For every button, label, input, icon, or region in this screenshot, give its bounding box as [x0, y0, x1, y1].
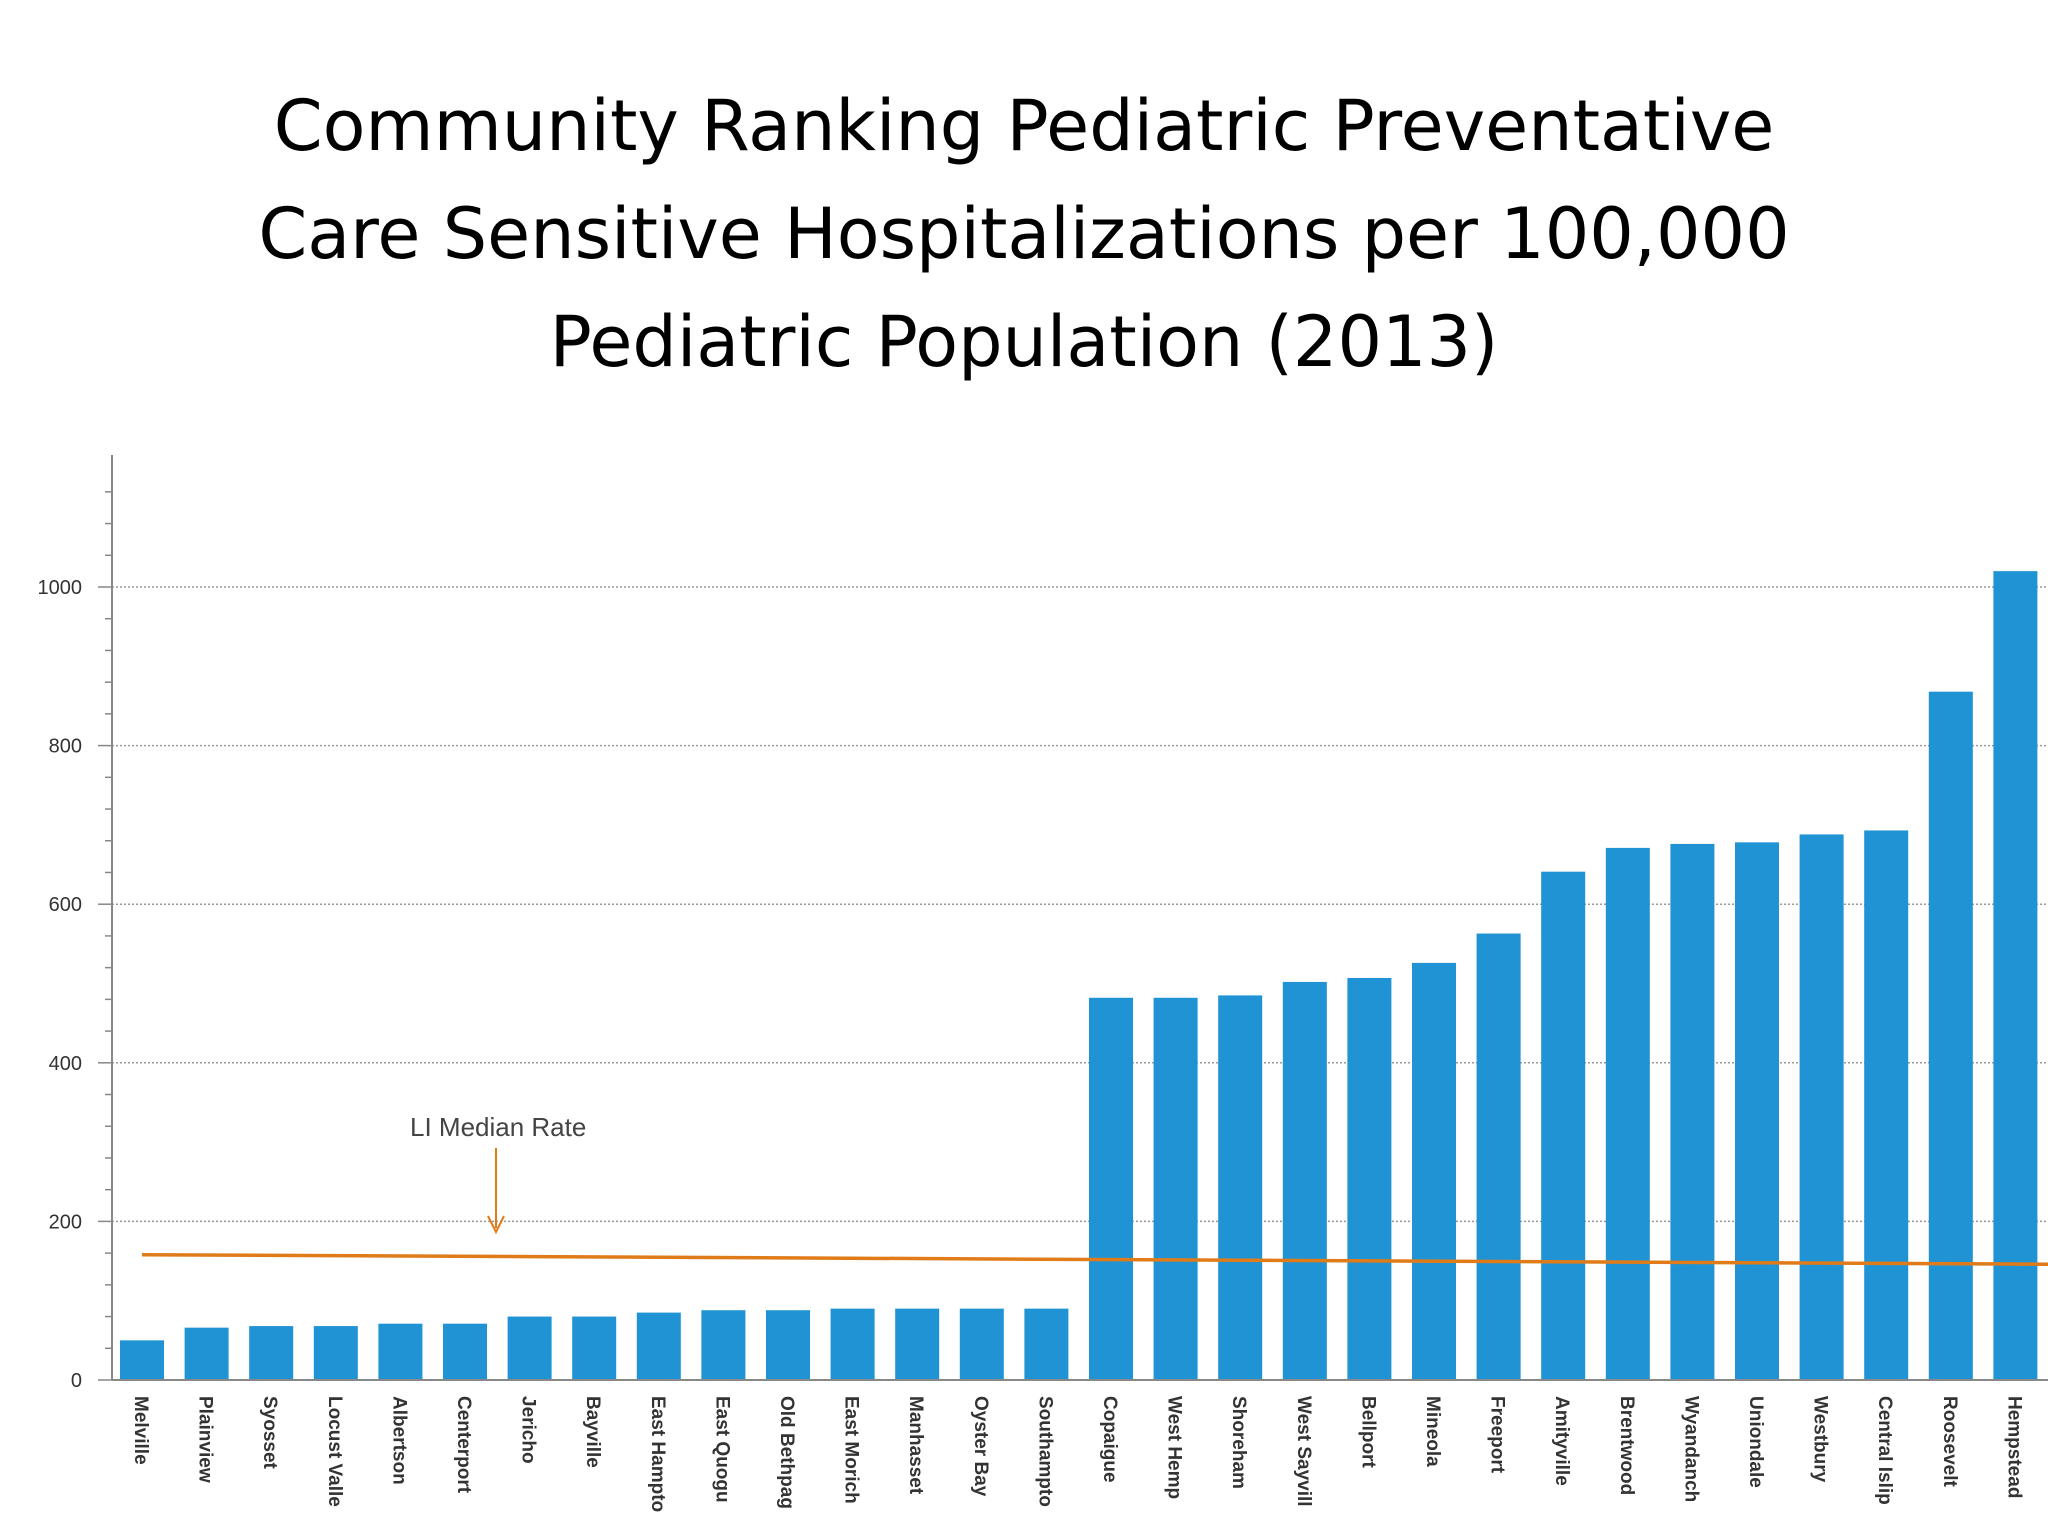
x-tick-label: East Morich: [841, 1396, 862, 1504]
x-tick-label: Hempstead: [2003, 1396, 2024, 1498]
title-line-1: Community Ranking Pediatric Preventative: [273, 85, 1775, 167]
x-tick-label: Brentwood: [1616, 1396, 1637, 1495]
x-tick-label: Uniondale: [1745, 1396, 1766, 1488]
bar-east-hampto: [636, 1312, 681, 1380]
y-tick-label-400: 400: [49, 1053, 82, 1075]
bar-chart: 0 200 400 600 800 1000 LI Median Rate Melvill…: [38, 455, 2048, 1512]
bar-east-morich: [830, 1308, 875, 1380]
bar-hempstead: [1993, 571, 2038, 1380]
bar-roosevelt: [1928, 691, 1973, 1380]
x-tick-label: Roosevelt: [1939, 1396, 1960, 1487]
bar-albertson: [378, 1323, 423, 1380]
bar-melville: [120, 1340, 164, 1380]
median-arrow-head: [487, 1215, 505, 1235]
x-tick-label: Syosset: [259, 1396, 280, 1470]
gridlines: [112, 586, 2048, 1223]
x-tick-label: West Sayvill: [1293, 1396, 1314, 1507]
x-tick-label: Central Islip: [1874, 1396, 1895, 1505]
x-tick-label: Jericho: [518, 1396, 539, 1464]
y-tick-label-600: 600: [49, 894, 82, 916]
bar-freeport: [1476, 933, 1521, 1380]
x-tick-label: Albertson: [388, 1396, 409, 1485]
median-rate-line: [141, 1252, 2048, 1266]
bar-central-islip: [1864, 830, 1909, 1380]
x-tick-label: Bayville: [582, 1396, 603, 1468]
y-tick-label-200: 200: [49, 1211, 82, 1233]
bar-mineola: [1412, 962, 1456, 1380]
y-axis-minor-ticks: [98, 491, 112, 1381]
x-tick-label: Centerport: [453, 1396, 474, 1494]
x-tick-label: Plainview: [195, 1396, 216, 1483]
x-tick-label: Manhasset: [905, 1396, 926, 1495]
x-tick-label: Freeport: [1487, 1396, 1508, 1474]
x-tick-label: East Quogu: [711, 1396, 732, 1503]
bar-manhasset: [895, 1308, 940, 1380]
bar-bellport: [1347, 977, 1392, 1380]
x-tick-label: Shoreham: [1228, 1396, 1249, 1489]
x-tick-label: Wyandanch: [1680, 1396, 1701, 1502]
bar-westbury: [1799, 834, 1844, 1380]
median-reference: LI Median Rate: [141, 1112, 2048, 1266]
x-tick-label: Westbury: [1810, 1396, 1831, 1483]
x-tick-label: West Hemp: [1164, 1396, 1185, 1499]
bar-jericho: [507, 1316, 552, 1380]
y-tick-label-1000: 1000: [38, 577, 83, 599]
x-tick-label: Oyster Bay: [970, 1396, 991, 1497]
y-axis-tick-labels: 0 200 400 600 800 1000: [38, 577, 83, 1392]
bar-oyster-bay: [959, 1308, 1004, 1380]
y-tick-label-0: 0: [71, 1370, 82, 1392]
bar-bayville: [572, 1316, 617, 1380]
x-tick-label: Bellport: [1357, 1396, 1378, 1468]
bar-copaigue: [1089, 997, 1133, 1380]
x-tick-label: Amityville: [1551, 1396, 1572, 1486]
bar-uniondale: [1735, 842, 1779, 1380]
bar-southampto: [1024, 1308, 1069, 1380]
chart-title: Community Ranking Pediatric Preventative…: [0, 72, 2048, 396]
bar-locust-valle: [313, 1326, 358, 1380]
bar-brentwood: [1605, 847, 1650, 1380]
x-tick-label: Melville: [130, 1396, 151, 1465]
bar-syosset: [249, 1326, 294, 1380]
bar-wyandanch: [1670, 843, 1715, 1380]
bar-plainview: [184, 1327, 229, 1380]
title-line-3: Pediatric Population (2013): [549, 301, 1499, 383]
bar-amityville: [1541, 871, 1586, 1380]
bar-west-sayvill: [1282, 981, 1327, 1380]
bar-old-bethpag: [766, 1310, 810, 1380]
title-line-2: Care Sensitive Hospitalizations per 100,…: [258, 193, 1790, 275]
y-tick-label-800: 800: [49, 736, 82, 758]
x-tick-label: East Hampto: [647, 1396, 668, 1512]
bar-east-quogu: [701, 1310, 746, 1380]
x-tick-label: Southampto: [1034, 1396, 1055, 1507]
bar-west-hemp: [1153, 997, 1198, 1380]
x-tick-label: Copaigue: [1099, 1396, 1120, 1483]
x-tick-label: Locust Valle: [324, 1396, 345, 1507]
median-rate-label: LI Median Rate: [410, 1112, 586, 1142]
x-tick-label: Mineola: [1422, 1396, 1443, 1467]
x-tick-label: Old Bethpag: [776, 1396, 797, 1509]
bar-shoreham: [1218, 995, 1263, 1380]
category-labels: Melville Plainview Syosset Locust Valle Albe…: [130, 1396, 2024, 1512]
bar-centerport: [443, 1323, 487, 1380]
